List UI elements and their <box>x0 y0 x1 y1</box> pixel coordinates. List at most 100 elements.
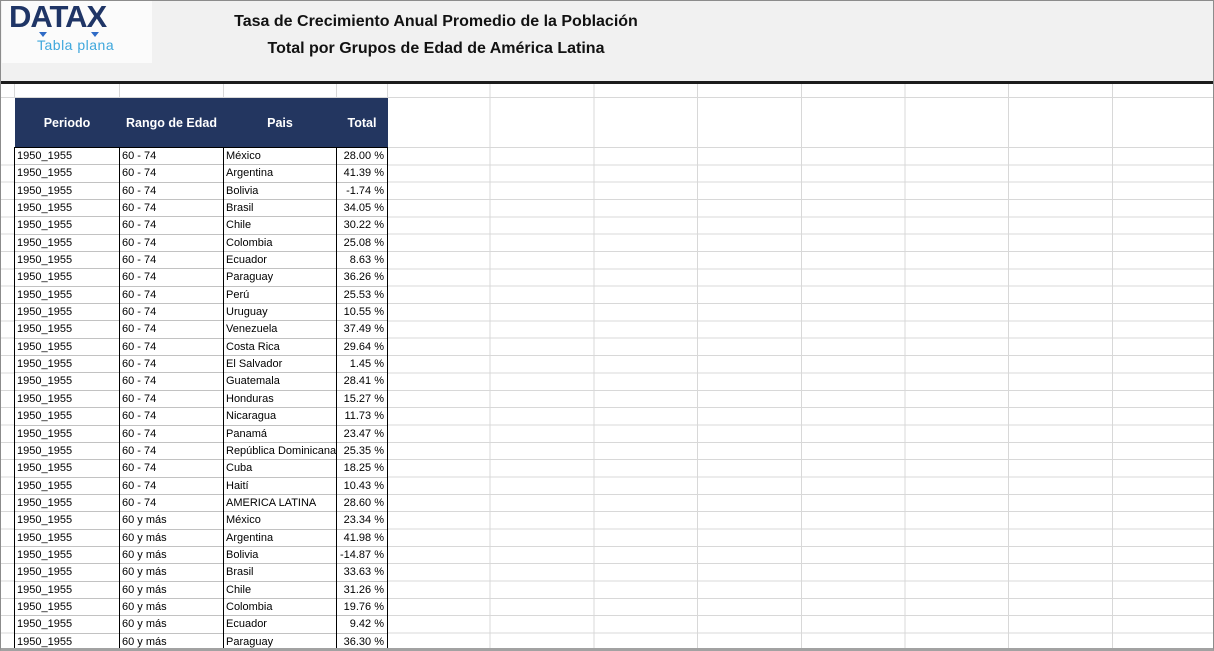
cell-periodo[interactable]: 1950_1955 <box>14 545 120 564</box>
cell-rango[interactable]: 60 - 74 <box>119 181 224 200</box>
cell-periodo[interactable]: 1950_1955 <box>14 632 120 648</box>
cell-periodo[interactable]: 1950_1955 <box>14 233 120 252</box>
cell-rango[interactable]: 60 y más <box>119 511 224 530</box>
cell-total[interactable]: 11.73 % <box>336 407 388 425</box>
cell-total[interactable]: 36.30 % <box>336 632 388 648</box>
cell-periodo[interactable]: 1950_1955 <box>14 389 120 408</box>
cell-periodo[interactable]: 1950_1955 <box>14 597 120 616</box>
cell-pais[interactable]: Venezuela <box>223 320 337 339</box>
cell-rango[interactable]: 60 - 74 <box>119 303 224 321</box>
cell-rango[interactable]: 60 - 74 <box>119 424 224 443</box>
cell-periodo[interactable]: 1950_1955 <box>14 216 120 235</box>
cell-total[interactable]: 25.08 % <box>336 233 388 252</box>
cell-total[interactable]: 25.53 % <box>336 285 388 304</box>
cell-periodo[interactable]: 1950_1955 <box>14 285 120 304</box>
cell-pais[interactable]: Perú <box>223 285 337 304</box>
cell-periodo[interactable]: 1950_1955 <box>14 493 120 512</box>
cell-total[interactable]: 25.35 % <box>336 441 388 460</box>
cell-rango[interactable]: 60 - 74 <box>119 233 224 252</box>
cell-periodo[interactable]: 1950_1955 <box>14 320 120 339</box>
cell-periodo[interactable]: 1950_1955 <box>14 268 120 287</box>
cell-total[interactable]: 28.41 % <box>336 372 388 391</box>
cell-periodo[interactable]: 1950_1955 <box>14 164 120 183</box>
cell-rango[interactable]: 60 - 74 <box>119 268 224 287</box>
cell-total[interactable]: 28.60 % <box>336 493 388 512</box>
cell-pais[interactable]: Bolivia <box>223 181 337 200</box>
cell-pais[interactable]: Bolivia <box>223 545 337 564</box>
cell-total[interactable]: 30.22 % <box>336 216 388 235</box>
cell-total[interactable]: 36.26 % <box>336 268 388 287</box>
cell-periodo[interactable]: 1950_1955 <box>14 511 120 530</box>
cell-total[interactable]: -14.87 % <box>336 545 388 564</box>
cell-total[interactable]: 19.76 % <box>336 597 388 616</box>
cell-rango[interactable]: 60 - 74 <box>119 407 224 425</box>
cell-periodo[interactable]: 1950_1955 <box>14 476 120 495</box>
cell-rango[interactable]: 60 - 74 <box>119 251 224 269</box>
cell-pais[interactable]: Ecuador <box>223 251 337 269</box>
cell-pais[interactable]: México <box>223 511 337 530</box>
cell-total[interactable]: 31.26 % <box>336 580 388 599</box>
cell-rango[interactable]: 60 - 74 <box>119 320 224 339</box>
cell-periodo[interactable]: 1950_1955 <box>14 441 120 460</box>
cell-pais[interactable]: Paraguay <box>223 632 337 648</box>
cell-pais[interactable]: Nicaragua <box>223 407 337 425</box>
cell-total[interactable]: 23.34 % <box>336 511 388 530</box>
cell-periodo[interactable]: 1950_1955 <box>14 528 120 547</box>
cell-pais[interactable]: Colombia <box>223 233 337 252</box>
cell-total[interactable]: 15.27 % <box>336 389 388 408</box>
cell-rango[interactable]: 60 - 74 <box>119 493 224 512</box>
cell-rango[interactable]: 60 y más <box>119 597 224 616</box>
cell-rango[interactable]: 60 y más <box>119 528 224 547</box>
cell-pais[interactable]: Guatemala <box>223 372 337 391</box>
cell-total[interactable]: 18.25 % <box>336 459 388 478</box>
cell-pais[interactable]: Costa Rica <box>223 337 337 356</box>
cell-pais[interactable]: Paraguay <box>223 268 337 287</box>
cell-total[interactable]: 9.42 % <box>336 615 388 634</box>
cell-rango[interactable]: 60 - 74 <box>119 476 224 495</box>
cell-total[interactable]: 1.45 % <box>336 355 388 373</box>
cell-rango[interactable]: 60 - 74 <box>119 285 224 304</box>
header-periodo[interactable]: Periodo <box>14 98 120 148</box>
cell-total[interactable]: 41.39 % <box>336 164 388 183</box>
cell-periodo[interactable]: 1950_1955 <box>14 563 120 582</box>
cell-periodo[interactable]: 1950_1955 <box>14 355 120 373</box>
cell-rango[interactable]: 60 y más <box>119 632 224 648</box>
cell-rango[interactable]: 60 y más <box>119 615 224 634</box>
cell-pais[interactable]: El Salvador <box>223 355 337 373</box>
cell-pais[interactable]: Cuba <box>223 459 337 478</box>
cell-rango[interactable]: 60 - 74 <box>119 355 224 373</box>
cell-rango[interactable]: 60 - 74 <box>119 441 224 460</box>
cell-periodo[interactable]: 1950_1955 <box>14 303 120 321</box>
cell-periodo[interactable]: 1950_1955 <box>14 251 120 269</box>
cell-pais[interactable]: Panamá <box>223 424 337 443</box>
cell-rango[interactable]: 60 - 74 <box>119 164 224 183</box>
cell-periodo[interactable]: 1950_1955 <box>14 615 120 634</box>
cell-total[interactable]: 10.43 % <box>336 476 388 495</box>
cell-periodo[interactable]: 1950_1955 <box>14 424 120 443</box>
cell-periodo[interactable]: 1950_1955 <box>14 337 120 356</box>
cell-periodo[interactable]: 1950_1955 <box>14 580 120 599</box>
header-total[interactable]: Total <box>336 98 388 148</box>
cell-periodo[interactable]: 1950_1955 <box>14 407 120 425</box>
cell-pais[interactable]: Brasil <box>223 563 337 582</box>
cell-pais[interactable]: Argentina <box>223 164 337 183</box>
cell-pais[interactable]: República Dominicana <box>223 441 337 460</box>
cell-pais[interactable]: Ecuador <box>223 615 337 634</box>
cell-pais[interactable]: Honduras <box>223 389 337 408</box>
header-rango-de-edad[interactable]: Rango de Edad <box>119 98 224 148</box>
cell-total[interactable]: 8.63 % <box>336 251 388 269</box>
cell-total[interactable]: 28.00 % <box>336 146 388 165</box>
cell-total[interactable]: 34.05 % <box>336 199 388 217</box>
cell-rango[interactable]: 60 - 74 <box>119 146 224 165</box>
cell-rango[interactable]: 60 - 74 <box>119 216 224 235</box>
cell-periodo[interactable]: 1950_1955 <box>14 181 120 200</box>
cell-periodo[interactable]: 1950_1955 <box>14 459 120 478</box>
cell-pais[interactable]: Argentina <box>223 528 337 547</box>
cell-pais[interactable]: Chile <box>223 580 337 599</box>
cell-periodo[interactable]: 1950_1955 <box>14 146 120 165</box>
cell-pais[interactable]: Colombia <box>223 597 337 616</box>
cell-rango[interactable]: 60 - 74 <box>119 372 224 391</box>
cell-periodo[interactable]: 1950_1955 <box>14 199 120 217</box>
cell-pais[interactable]: Uruguay <box>223 303 337 321</box>
cell-pais[interactable]: Chile <box>223 216 337 235</box>
